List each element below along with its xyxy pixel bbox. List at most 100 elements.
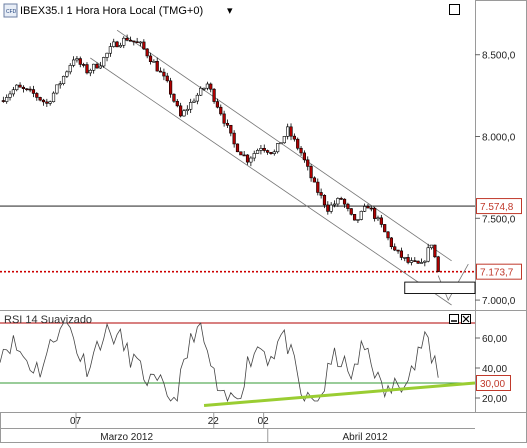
candle-body [409,260,414,263]
candle-body [245,154,250,163]
candle-body [262,148,266,151]
candle-body [179,105,183,117]
candle-body [162,71,166,77]
levels [0,205,475,273]
candle-body [242,154,246,157]
price-tick-label: 8.500,0 [482,51,516,62]
rsi-level-badge: 30,00 [476,375,511,391]
candle-body [45,101,49,104]
candle-body [82,64,86,66]
chart-title[interactable]: IBEX35.I 1 Hora Hora Local (TMG+0) [20,5,203,17]
candle-body [396,249,400,252]
candle-body [346,203,350,209]
price-tick-label: 7.500,0 [482,214,516,225]
month-label: Abril 2012 [343,432,388,443]
rsi-trend-line[interactable] [203,381,476,407]
candle-body [302,152,307,161]
candle-body [225,122,230,126]
candle-body [212,88,216,102]
channel-lower-line[interactable] [90,57,452,306]
candle-body [65,71,69,77]
maximize-icon[interactable] [449,4,460,15]
rsi-plot-area[interactable] [0,311,475,412]
price-tick-label: 8.000,0 [482,133,516,144]
projection-drawing[interactable] [404,263,476,302]
candle-body [232,132,236,145]
candle-body [108,46,112,54]
candle-body [75,58,79,61]
price-plot-area[interactable] [0,0,475,310]
candle-body [276,143,280,153]
resistance-level-badge [476,198,522,215]
candle-body [336,198,340,205]
chart-title-bar[interactable]: CFD IBEX35.I 1 Hora Hora Local (TMG+0) ▾ [3,3,460,18]
candle-body [112,41,116,47]
trend-channel[interactable] [90,29,452,306]
candle-body [122,37,126,46]
rsi-title[interactable]: RSI 14 Suavizado [4,314,92,326]
candle-body [11,89,15,95]
price-tick-label: 7.000,0 [482,296,516,307]
price-panel[interactable]: 8.500,0 8.000,0 7.500,0 7.000,0 7.574,8 7.17… [0,0,527,412]
chevron-down-icon[interactable]: ▾ [227,5,233,17]
candle-body [393,246,397,251]
candle-body [359,210,363,220]
candle-body [145,48,149,57]
candle-body [252,153,256,159]
candle-body [286,126,290,137]
candle-body [25,88,29,90]
candle-body [222,113,226,124]
candle-body [48,101,52,104]
candle-body [41,99,46,103]
candle-body [366,206,370,209]
candle-body [78,58,82,65]
rsi-levels [0,322,475,384]
candle-body [349,208,353,215]
rsi-badge-box [476,375,511,391]
resistance-level-badge-label: 7.574,8 [480,202,514,213]
candle-body [51,92,56,103]
candle-body [329,204,333,212]
rsi-panel[interactable]: 60,00 40,00 20,00 RSI 14 Suavizado 30,00 [0,311,511,412]
candle-body [138,41,143,44]
candle-body [192,100,196,103]
candle-body [342,198,347,205]
time-tick-label: 07 [70,416,82,427]
candle-body [249,157,253,163]
candle-body [199,87,203,96]
candle-body [142,41,146,50]
candle-body [386,231,390,239]
candle-body [115,41,119,48]
candle-body [406,257,410,263]
candle-body [38,97,42,101]
candle-body [339,198,343,200]
minimize-icon[interactable] [449,314,459,324]
channel-upper-line[interactable] [116,29,452,262]
candle-body [379,217,383,225]
candle-body [15,84,19,91]
candle-body [403,257,407,259]
candle-body [235,143,240,153]
rsi-tick-label: 60,00 [482,334,507,345]
candle-body [132,40,136,43]
price-axis: 8.500,0 8.000,0 7.500,0 7.000,0 [475,51,516,307]
candle-body [209,83,213,90]
candle-body [28,88,32,91]
candle-body [172,93,176,102]
candles [1,34,440,273]
rsi-tick-label: 20,00 [482,394,507,405]
candle-body [21,86,26,89]
rsi-badge-label: 30,00 [480,379,505,390]
candle-body [239,151,243,156]
candle-body [5,97,9,102]
candle-body [309,166,313,179]
close-icon[interactable] [461,314,471,324]
target-box[interactable] [404,281,476,294]
candle-body [326,204,330,212]
candle-body [356,219,360,221]
candle-body [182,110,186,117]
candle-body [255,150,260,154]
candle-body [289,126,293,137]
